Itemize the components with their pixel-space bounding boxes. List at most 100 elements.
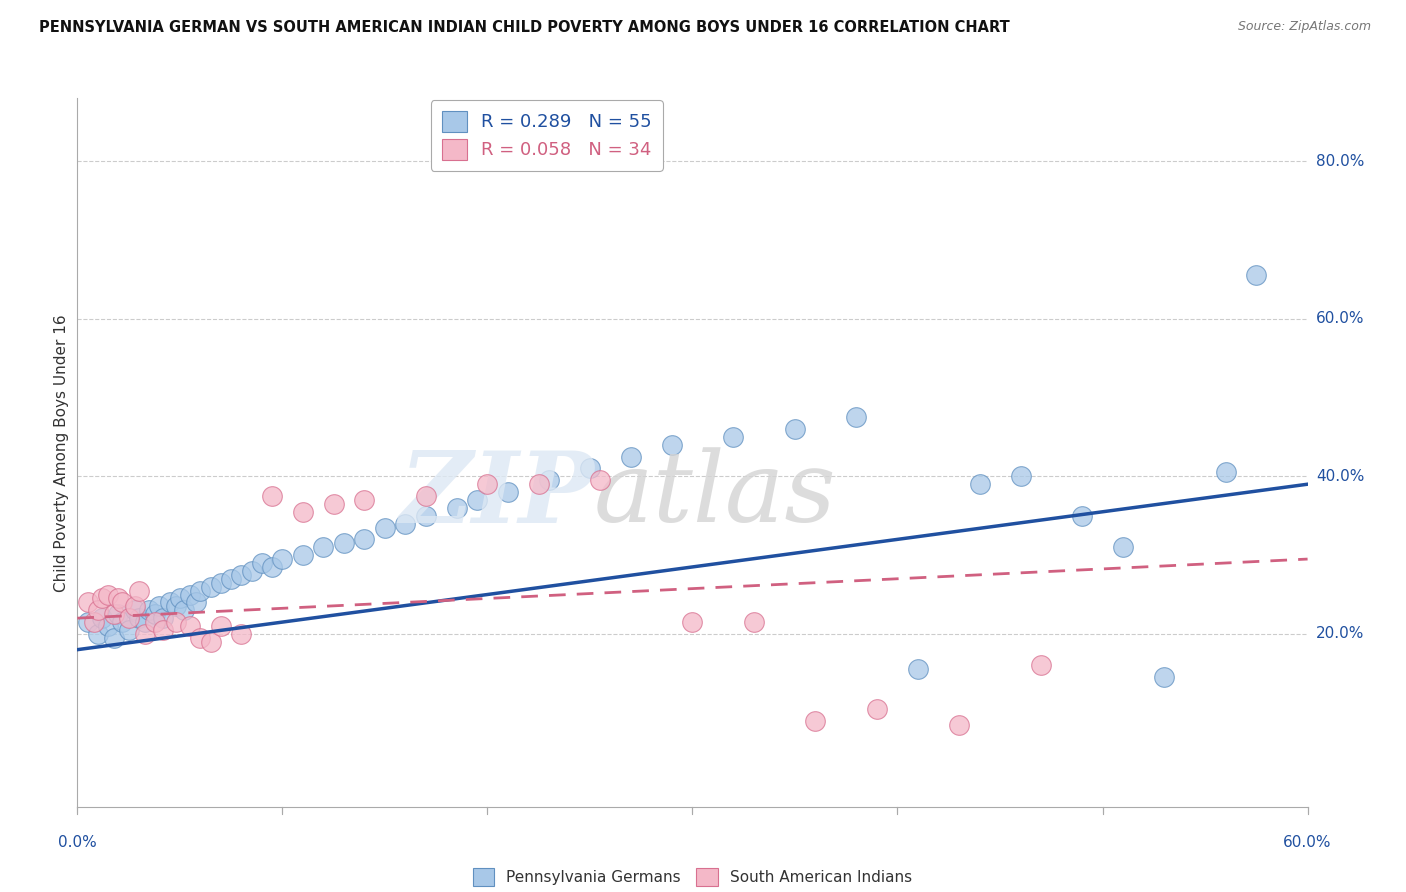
- Point: [90, 591, 114, 606]
- Point: [90, 611, 114, 625]
- Point: [1215, 466, 1237, 480]
- Point: [262, 560, 284, 574]
- Point: [496, 485, 519, 500]
- Point: [271, 552, 294, 566]
- Y-axis label: Child Poverty Among Boys Under 16: Child Poverty Among Boys Under 16: [53, 314, 69, 591]
- Text: ZIP: ZIP: [399, 447, 595, 543]
- Point: [165, 599, 187, 614]
- Point: [682, 615, 704, 629]
- Text: 60.0%: 60.0%: [1316, 311, 1364, 326]
- Point: [537, 473, 560, 487]
- Point: [948, 717, 970, 731]
- Point: [219, 572, 242, 586]
- Point: [866, 702, 889, 716]
- Point: [152, 611, 174, 625]
- Point: [209, 619, 232, 633]
- Point: [165, 615, 187, 629]
- Text: Source: ZipAtlas.com: Source: ZipAtlas.com: [1237, 20, 1371, 33]
- Point: [1153, 670, 1175, 684]
- Point: [97, 587, 120, 601]
- Point: [231, 567, 253, 582]
- Point: [148, 599, 170, 614]
- Point: [374, 520, 396, 534]
- Point: [107, 607, 129, 622]
- Point: [138, 603, 160, 617]
- Point: [76, 615, 98, 629]
- Point: [107, 591, 129, 606]
- Point: [1112, 540, 1135, 554]
- Point: [477, 477, 499, 491]
- Point: [589, 473, 612, 487]
- Point: [103, 631, 125, 645]
- Point: [262, 489, 284, 503]
- Point: [1010, 469, 1032, 483]
- Point: [186, 595, 208, 609]
- Point: [179, 619, 201, 633]
- Point: [103, 607, 125, 622]
- Point: [231, 627, 253, 641]
- Point: [173, 603, 195, 617]
- Point: [83, 615, 105, 629]
- Point: [179, 587, 201, 601]
- Point: [446, 500, 468, 515]
- Point: [1029, 658, 1052, 673]
- Point: [124, 599, 146, 614]
- Point: [87, 603, 110, 617]
- Point: [579, 461, 602, 475]
- Point: [200, 635, 222, 649]
- Point: [87, 627, 110, 641]
- Point: [353, 533, 375, 547]
- Point: [117, 623, 139, 637]
- Point: [200, 580, 222, 594]
- Point: [322, 497, 344, 511]
- Text: atlas: atlas: [595, 448, 837, 543]
- Point: [143, 607, 166, 622]
- Point: [128, 611, 150, 625]
- Point: [188, 583, 212, 598]
- Point: [169, 591, 191, 606]
- Point: [291, 548, 314, 562]
- Point: [143, 615, 166, 629]
- Point: [845, 410, 868, 425]
- Text: 0.0%: 0.0%: [58, 835, 97, 850]
- Point: [527, 477, 550, 491]
- Point: [465, 492, 488, 507]
- Point: [312, 540, 335, 554]
- Point: [159, 595, 181, 609]
- Legend: Pennsylvania Germans, South American Indians: Pennsylvania Germans, South American Ind…: [467, 862, 918, 892]
- Point: [134, 627, 156, 641]
- Point: [188, 631, 212, 645]
- Point: [250, 556, 273, 570]
- Text: 20.0%: 20.0%: [1316, 626, 1364, 641]
- Text: 60.0%: 60.0%: [1284, 835, 1331, 850]
- Point: [661, 438, 683, 452]
- Point: [907, 662, 929, 676]
- Point: [415, 489, 437, 503]
- Point: [969, 477, 991, 491]
- Point: [240, 564, 263, 578]
- Point: [620, 450, 643, 464]
- Point: [742, 615, 765, 629]
- Point: [128, 583, 150, 598]
- Point: [783, 422, 806, 436]
- Point: [124, 603, 146, 617]
- Point: [117, 611, 139, 625]
- Point: [1246, 268, 1268, 283]
- Point: [291, 505, 314, 519]
- Point: [415, 508, 437, 523]
- Point: [134, 615, 156, 629]
- Point: [1071, 508, 1094, 523]
- Text: PENNSYLVANIA GERMAN VS SOUTH AMERICAN INDIAN CHILD POVERTY AMONG BOYS UNDER 16 C: PENNSYLVANIA GERMAN VS SOUTH AMERICAN IN…: [39, 20, 1010, 35]
- Point: [97, 619, 120, 633]
- Point: [152, 623, 174, 637]
- Point: [723, 430, 745, 444]
- Point: [804, 714, 827, 728]
- Point: [111, 615, 134, 629]
- Text: 40.0%: 40.0%: [1316, 469, 1364, 483]
- Text: 80.0%: 80.0%: [1316, 153, 1364, 169]
- Point: [353, 492, 375, 507]
- Point: [333, 536, 356, 550]
- Point: [394, 516, 416, 531]
- Point: [111, 595, 134, 609]
- Point: [76, 595, 98, 609]
